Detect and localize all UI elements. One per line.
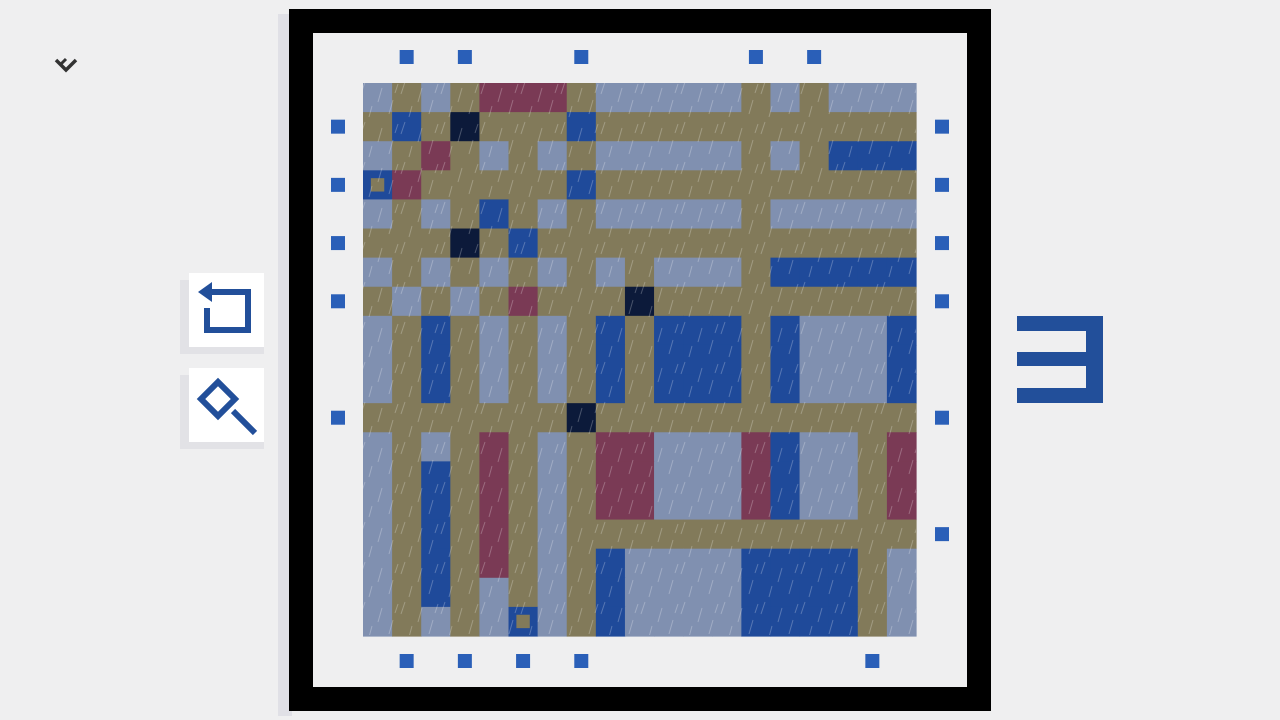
marker	[331, 177, 345, 192]
marker	[331, 236, 345, 251]
marker	[865, 654, 880, 668]
rotate-button[interactable]	[180, 273, 264, 354]
marker	[574, 50, 589, 64]
marker	[807, 50, 822, 64]
marker	[457, 50, 472, 64]
marker	[331, 410, 345, 425]
marker	[935, 236, 949, 251]
rain-overlay	[363, 83, 916, 635]
marker	[935, 294, 949, 309]
marker	[935, 119, 949, 134]
marker	[331, 119, 345, 134]
marker	[935, 527, 949, 542]
clue-markers	[331, 50, 949, 668]
marker	[748, 50, 763, 64]
marker	[935, 410, 949, 425]
frame-shadow	[278, 14, 292, 716]
marker	[516, 654, 531, 668]
level-icon	[1017, 316, 1103, 403]
marker	[331, 294, 345, 309]
marker	[935, 177, 949, 192]
marker	[399, 50, 414, 64]
menu-chevron[interactable]	[54, 58, 78, 73]
marker	[574, 654, 589, 668]
marker	[457, 654, 472, 668]
marker	[399, 654, 414, 668]
inspect-button[interactable]	[180, 368, 264, 449]
